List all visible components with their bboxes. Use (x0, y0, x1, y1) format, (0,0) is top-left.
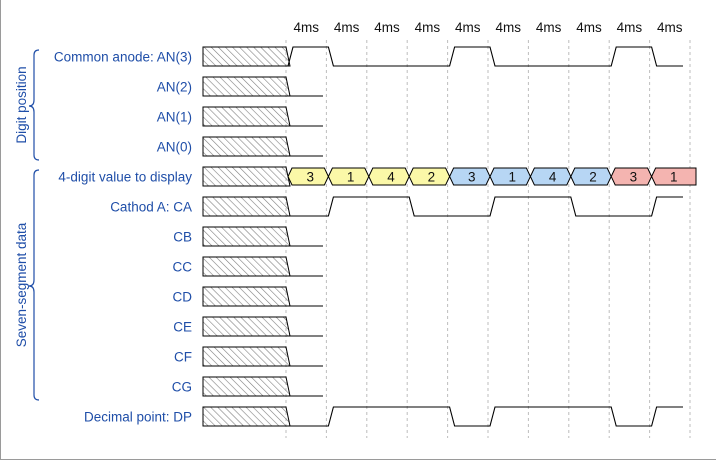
unknown-state-hatch (202, 46, 291, 67)
signal-label: CC (173, 260, 193, 275)
bus-segment (651, 167, 697, 186)
unknown-state-hatch (202, 136, 291, 157)
signal-label: Common anode: AN(3) (54, 50, 192, 65)
unknown-state-hatch (202, 256, 291, 277)
signal-label: AN(1) (157, 110, 192, 125)
signal-waveform (290, 406, 683, 427)
signal-label: CB (173, 230, 192, 245)
time-label: 4ms (293, 20, 319, 35)
unknown-state-hatch (202, 76, 291, 97)
unknown-state-hatch (202, 406, 291, 427)
time-label: 4ms (657, 20, 683, 35)
unknown-state-hatch (202, 316, 291, 337)
signal-label: CG (172, 380, 192, 395)
bus-value: 3 (306, 170, 314, 185)
bus-value: 1 (670, 170, 678, 185)
seven-segment-data-brace (28, 169, 40, 401)
bus-value: 3 (468, 170, 476, 185)
digit-position-brace (28, 49, 40, 161)
signal-waveform (290, 196, 683, 217)
unknown-state-hatch (202, 106, 291, 127)
time-label: 4ms (374, 20, 400, 35)
unknown-state-hatch (202, 226, 291, 247)
time-label: 4ms (415, 20, 441, 35)
bus-value: 2 (428, 170, 436, 185)
bus-value: 1 (347, 170, 355, 185)
signal-label: AN(0) (157, 140, 192, 155)
bus-value: 4 (387, 170, 395, 185)
signal-label: CE (173, 320, 192, 335)
unknown-state-hatch (202, 286, 291, 307)
bus-value: 2 (589, 170, 597, 185)
unknown-state-hatch (202, 166, 291, 187)
time-label: 4ms (495, 20, 521, 35)
signal-waveform (287, 46, 683, 67)
signal-label: AN(2) (157, 80, 192, 95)
unknown-state-hatch (202, 346, 291, 367)
signal-label: Decimal point: DP (84, 410, 192, 425)
bus-value: 4 (549, 170, 557, 185)
digit-position-group-label: Digit position (14, 66, 29, 143)
time-label: 4ms (576, 20, 602, 35)
time-label: 4ms (455, 20, 481, 35)
bus-value: 1 (508, 170, 516, 185)
seven-segment-data-group-label: Seven-segment data (14, 222, 29, 347)
signal-label: CF (174, 350, 192, 365)
time-label: 4ms (617, 20, 643, 35)
time-label: 4ms (536, 20, 562, 35)
signal-label: Cathod A: CA (110, 200, 192, 215)
unknown-state-hatch (202, 196, 291, 217)
signal-label: CD (173, 290, 193, 305)
bus-value: 3 (630, 170, 638, 185)
unknown-state-hatch (202, 376, 291, 397)
signal-label: 4-digit value to display (58, 170, 192, 185)
time-label: 4ms (334, 20, 360, 35)
